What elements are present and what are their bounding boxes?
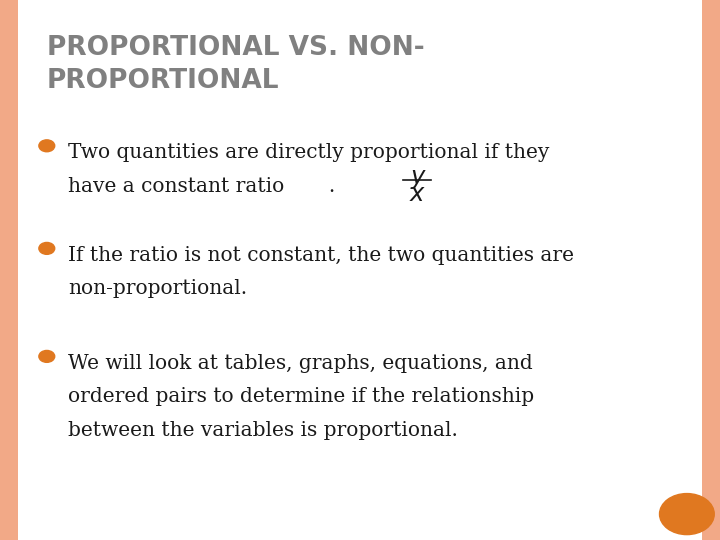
- Circle shape: [39, 140, 55, 152]
- Text: ordered pairs to determine if the relationship: ordered pairs to determine if the relati…: [68, 387, 534, 406]
- Text: We will look at tables, graphs, equations, and: We will look at tables, graphs, equation…: [68, 354, 533, 373]
- Text: PROPORTIONAL: PROPORTIONAL: [47, 68, 279, 93]
- Text: PROPORTIONAL VS. NON-: PROPORTIONAL VS. NON-: [47, 35, 424, 61]
- Bar: [702, 0, 720, 540]
- Text: between the variables is proportional.: between the variables is proportional.: [68, 421, 458, 440]
- Circle shape: [660, 494, 714, 535]
- Text: have a constant ratio       .: have a constant ratio .: [68, 177, 336, 195]
- Text: $\mathit{x}$: $\mathit{x}$: [409, 182, 426, 206]
- Text: If the ratio is not constant, the two quantities are: If the ratio is not constant, the two qu…: [68, 246, 575, 265]
- Bar: [0, 0, 18, 540]
- Text: $\mathit{y}$: $\mathit{y}$: [410, 167, 428, 191]
- Circle shape: [39, 350, 55, 362]
- Text: non-proportional.: non-proportional.: [68, 279, 248, 298]
- Text: Two quantities are directly proportional if they: Two quantities are directly proportional…: [68, 143, 550, 162]
- Circle shape: [39, 242, 55, 254]
